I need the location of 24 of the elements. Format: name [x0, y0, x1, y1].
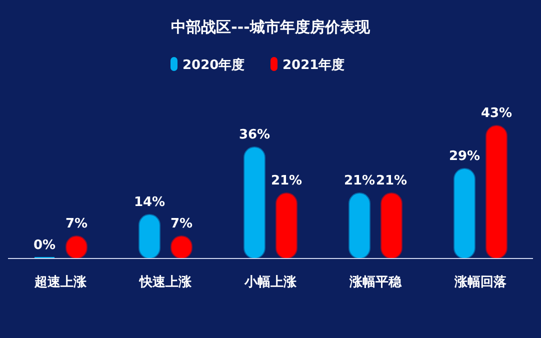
data-label: 7% [65, 216, 88, 232]
chart-title: 中部战区---城市年度房价表现 [171, 18, 371, 36]
legend-label: 2021年度 [282, 57, 345, 73]
bar [454, 168, 476, 259]
data-label: 21% [344, 174, 376, 189]
data-label: 43% [480, 106, 512, 121]
bar [348, 192, 370, 259]
bar [380, 192, 402, 259]
x-tick-label: 小幅上涨 [244, 275, 298, 290]
bar [276, 192, 298, 259]
data-label: 21% [376, 174, 408, 189]
data-label: 36% [238, 127, 270, 142]
legend-label: 2020年度 [182, 57, 245, 73]
data-label: 0% [33, 238, 56, 253]
bar [244, 146, 266, 259]
data-label: 7% [170, 216, 193, 232]
x-tick-label: 快速上涨 [138, 275, 192, 290]
bar [486, 125, 508, 259]
x-tick-label: 超速上涨 [34, 275, 88, 290]
data-label: 21% [270, 174, 302, 189]
data-label: 14% [134, 195, 166, 210]
x-tick-label: 涨幅回落 [454, 275, 508, 290]
data-label: 29% [448, 148, 480, 164]
x-tick-label: 涨幅平稳 [348, 275, 402, 290]
